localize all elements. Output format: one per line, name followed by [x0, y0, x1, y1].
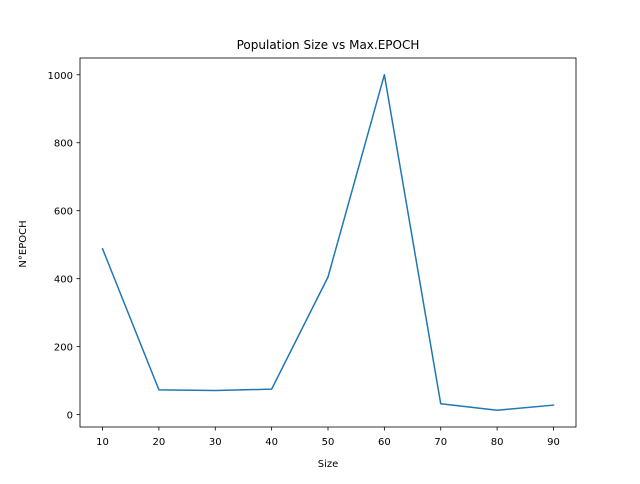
y-tick-label-600: 600 — [54, 207, 73, 218]
y-tick-label-800: 800 — [54, 139, 73, 150]
axes: 10 20 30 40 50 60 70 80 90 0 200 400 600 800 1000 — [48, 57, 577, 448]
y-axis-label: N°EPOCH — [18, 220, 29, 267]
x-tick-label-70: 70 — [434, 437, 447, 448]
y-tick-label-200: 200 — [54, 343, 73, 354]
x-tick-label-20: 20 — [153, 437, 166, 448]
x-tick-label-50: 50 — [322, 437, 335, 448]
x-tick-label-80: 80 — [491, 437, 504, 448]
x-tick-label-10: 10 — [96, 437, 109, 448]
x-tick-label-30: 30 — [209, 437, 222, 448]
plot-frame — [79, 57, 577, 428]
series-line-0 — [101, 74, 555, 411]
y-tick-label-1000: 1000 — [48, 71, 73, 82]
y-tick-label-400: 400 — [54, 275, 73, 286]
x-axis-label: Size — [318, 459, 339, 470]
y-tick-label-0: 0 — [67, 411, 73, 422]
x-tick-label-40: 40 — [265, 437, 278, 448]
chart-title: Population Size vs Max.EPOCH — [237, 38, 420, 52]
x-tick-label-90: 90 — [547, 437, 560, 448]
x-tick-label-60: 60 — [378, 437, 391, 448]
